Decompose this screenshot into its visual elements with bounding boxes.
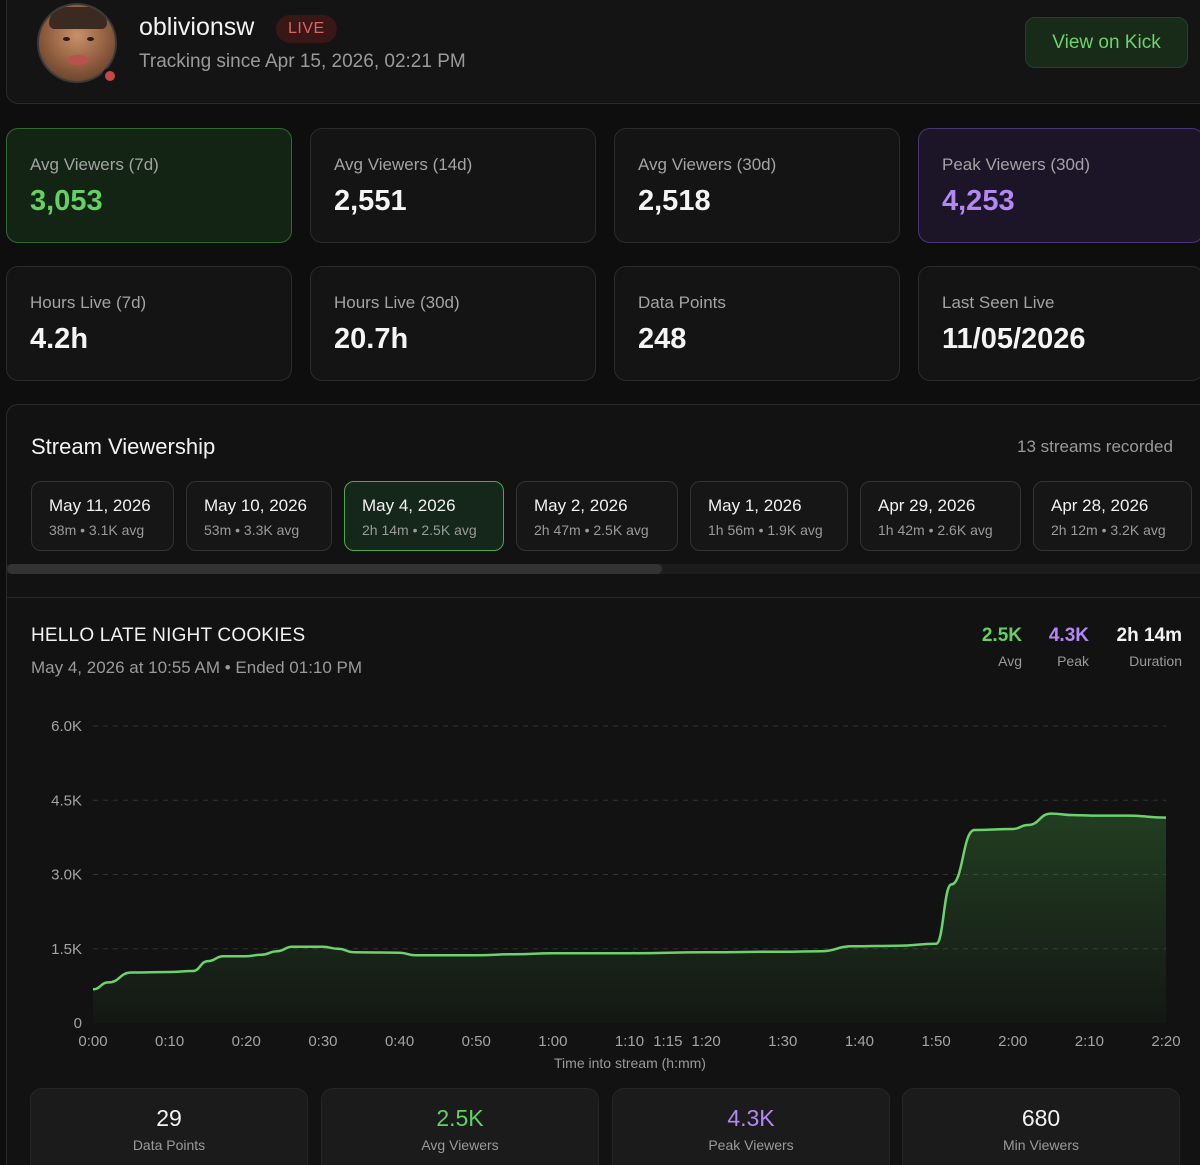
- stream-chip-date: May 4, 2026: [362, 496, 456, 515]
- bottom-card-avg-viewers: 2.5K Avg Viewers: [321, 1088, 599, 1165]
- avatar[interactable]: [37, 3, 117, 83]
- stream-chip-date: Apr 29, 2026: [878, 496, 976, 515]
- stream-time-range: May 4, 2026 at 10:55 AM • Ended 01:10 PM: [31, 658, 363, 677]
- summary-duration-label: Duration: [1129, 653, 1182, 669]
- stream-chip[interactable]: Apr 28, 2026 2h 12m • 3.2K avg: [1033, 481, 1192, 551]
- horizontal-scrollbar-thumb[interactable]: [7, 564, 662, 574]
- summary-peak-value: 4.3K: [1048, 625, 1089, 646]
- stream-chip-date: May 1, 2026: [708, 496, 802, 515]
- stat-label: Hours Live (7d): [30, 293, 147, 312]
- avatar-eye-left: [63, 37, 70, 41]
- stream-chip[interactable]: May 1, 2026 1h 56m • 1.9K avg: [690, 481, 848, 551]
- stream-chip-meta: 2h 14m • 2.5K avg: [362, 522, 477, 538]
- stat-label: Hours Live (30d): [334, 293, 460, 312]
- summary-peak: 4.3K Peak: [1027, 625, 1089, 669]
- stream-chip[interactable]: May 2, 2026 2h 47m • 2.5K avg: [516, 481, 678, 551]
- bottom-card-label: Data Points: [132, 1137, 206, 1153]
- stat-label: Avg Viewers (7d): [30, 155, 159, 174]
- stream-chip-date: May 10, 2026: [204, 496, 308, 515]
- avatar-mouth: [67, 55, 89, 65]
- bottom-card-label: Avg Viewers: [421, 1137, 499, 1153]
- stream-chip-meta: 2h 47m • 2.5K avg: [534, 522, 649, 538]
- divider: [7, 597, 1200, 598]
- bottom-card-label: Peak Viewers: [708, 1137, 794, 1153]
- stat-value: 248: [638, 323, 687, 355]
- stream-chip-date: Apr 28, 2026: [1051, 496, 1149, 515]
- username: oblivionsw: [139, 13, 255, 41]
- stat-value: 20.7h: [334, 323, 409, 355]
- stat-value: 2,518: [638, 185, 711, 217]
- bottom-card-data-points: 29 Data Points: [30, 1088, 308, 1165]
- stat-card-peak-viewers-30d: Peak Viewers (30d) 4,253: [918, 128, 1200, 243]
- stat-label: Peak Viewers (30d): [942, 155, 1091, 174]
- stat-card-data-points: Data Points 248: [614, 266, 900, 381]
- stream-chip-selected[interactable]: May 4, 2026 2h 14m • 2.5K avg: [344, 481, 504, 551]
- summary-avg: 2.5K Avg: [957, 625, 1022, 669]
- profile-header: oblivionsw LIVE Tracking since Apr 15, 2…: [6, 0, 1200, 104]
- stream-chip[interactable]: May 11, 2026 38m • 3.1K avg: [31, 481, 174, 551]
- stat-label: Last Seen Live: [942, 293, 1055, 312]
- summary-peak-label: Peak: [1057, 653, 1089, 669]
- stat-value: 4.2h: [30, 323, 89, 355]
- stat-value: 2,551: [334, 185, 407, 217]
- avatar-hair: [49, 7, 107, 29]
- summary-avg-label: Avg: [998, 653, 1022, 669]
- bottom-card-value: 4.3K: [727, 1105, 775, 1131]
- stat-card-last-seen-live: Last Seen Live 11/05/2026: [918, 266, 1200, 381]
- stat-value: 3,053: [30, 185, 103, 217]
- avatar-eye-right: [87, 37, 94, 41]
- summary-duration: 2h 14m Duration: [1097, 625, 1182, 669]
- bottom-card-value: 29: [156, 1105, 182, 1131]
- summary-duration-value: 2h 14m: [1116, 625, 1182, 646]
- bottom-card-value: 680: [1021, 1105, 1061, 1131]
- stream-chip-meta: 53m • 3.3K avg: [204, 522, 300, 538]
- stat-value: 11/05/2026: [942, 323, 1086, 355]
- stream-title: HELLO LATE NIGHT COOKIES: [31, 625, 306, 646]
- view-on-kick-button[interactable]: View on Kick: [1025, 17, 1188, 68]
- bottom-card-peak-viewers: 4.3K Peak Viewers: [612, 1088, 890, 1165]
- stream-chip[interactable]: May 10, 2026 53m • 3.3K avg: [186, 481, 332, 551]
- bottom-card-min-viewers: 680 Min Viewers: [902, 1088, 1180, 1165]
- stream-chip-meta: 2h 12m • 3.2K avg: [1051, 522, 1166, 538]
- stat-label: Avg Viewers (14d): [334, 155, 473, 174]
- summary-avg-value: 2.5K: [981, 625, 1022, 646]
- stat-label: Data Points: [638, 293, 726, 312]
- bottom-card-value: 2.5K: [436, 1105, 484, 1131]
- stat-card-hours-live-30d: Hours Live (30d) 20.7h: [310, 266, 596, 381]
- stream-chip-meta: 1h 56m • 1.9K avg: [708, 522, 823, 538]
- panel-title: Stream Viewership: [31, 434, 216, 459]
- live-status-dot-icon: [102, 68, 118, 84]
- stream-viewership-panel: Stream Viewership 13 streams recorded Ma…: [6, 404, 1200, 1165]
- stream-chip-date: May 2, 2026: [534, 496, 628, 515]
- stat-card-avg-viewers-7d: Avg Viewers (7d) 3,053: [6, 128, 292, 243]
- streams-recorded-count: 13 streams recorded: [1017, 437, 1173, 456]
- bottom-card-label: Min Viewers: [1003, 1137, 1079, 1153]
- stat-card-hours-live-7d: Hours Live (7d) 4.2h: [6, 266, 292, 381]
- tracking-since-text: Tracking since Apr 15, 2026, 02:21 PM: [139, 51, 466, 72]
- stat-label: Avg Viewers (30d): [638, 155, 777, 174]
- stream-chip-meta: 38m • 3.1K avg: [49, 522, 145, 538]
- live-badge: LIVE: [276, 15, 337, 43]
- stat-card-avg-viewers-14d: Avg Viewers (14d) 2,551: [310, 128, 596, 243]
- stat-value: 4,253: [942, 185, 1015, 217]
- stream-chip-meta: 1h 42m • 2.6K avg: [878, 522, 993, 538]
- stream-chip[interactable]: Apr 29, 2026 1h 42m • 2.6K avg: [860, 481, 1021, 551]
- stream-chip-date: May 11, 2026: [49, 496, 151, 515]
- stat-card-avg-viewers-30d: Avg Viewers (30d) 2,518: [614, 128, 900, 243]
